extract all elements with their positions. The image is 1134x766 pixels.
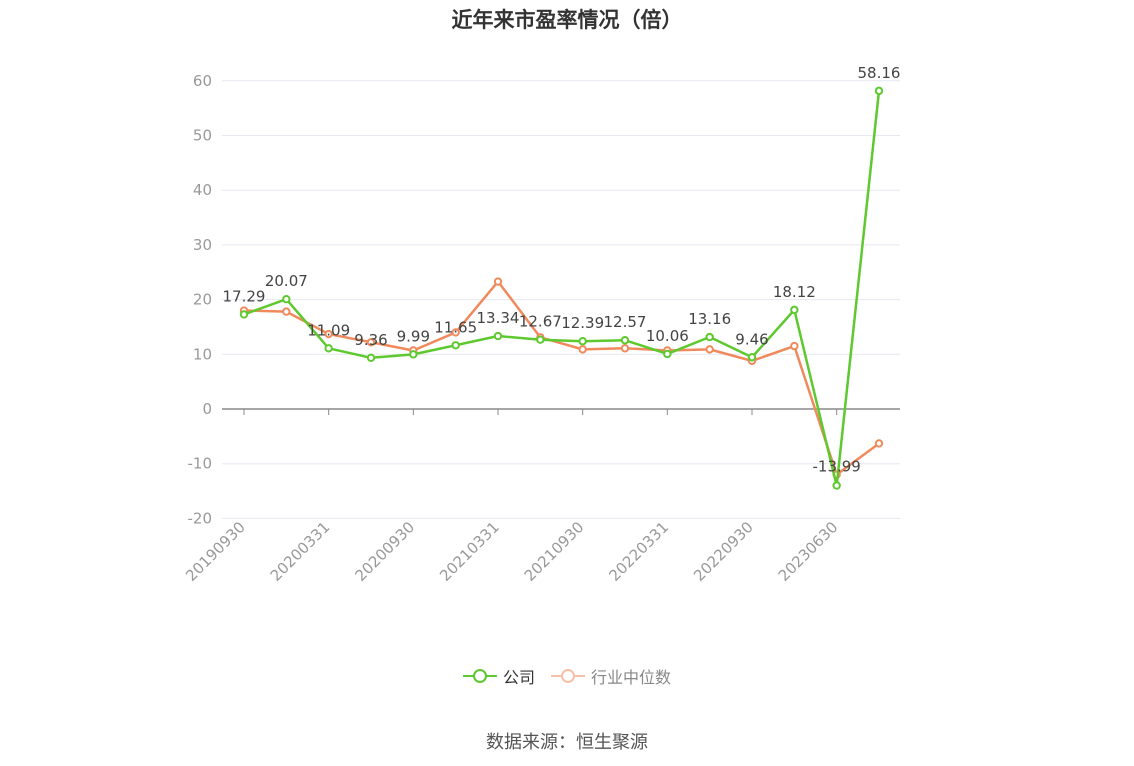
company-data-label: 10.06: [646, 327, 689, 345]
legend-item-company[interactable]: 公司: [462, 664, 535, 688]
x-tick-label: 20230630: [775, 518, 842, 585]
company-point: [620, 336, 630, 345]
company-data-label: 11.09: [307, 321, 350, 339]
industry-median-point: [324, 329, 333, 339]
company-point: [324, 344, 333, 353]
company-point: [451, 341, 460, 350]
company-point: [705, 332, 714, 342]
company-data-label: 18.12: [773, 283, 816, 301]
y-tick-label: 20: [193, 291, 212, 309]
series-layer: [239, 86, 884, 490]
legend-industry-line-icon: [551, 666, 585, 686]
industry-median-point: [874, 439, 884, 448]
grid-lines: [222, 80, 900, 519]
company-data-label: 12.57: [604, 313, 647, 331]
company-data-label: 13.16: [688, 310, 731, 328]
company-data-label: 9.36: [354, 331, 387, 349]
company-point: [832, 481, 841, 490]
company-point: [282, 295, 291, 304]
x-tick-label: 20190930: [182, 518, 249, 585]
y-tick-label: 60: [193, 72, 212, 90]
y-tick-label: 10: [193, 345, 212, 363]
company-data-label: -13.99: [812, 458, 860, 476]
company-data-label: 12.39: [561, 314, 604, 332]
company-data-label: 9.46: [735, 330, 768, 348]
company-data-label: 9.99: [397, 327, 430, 345]
company-point: [874, 86, 884, 96]
y-tick-label: -20: [188, 509, 213, 527]
x-tick-label: 20210331: [436, 518, 503, 585]
company-data-label: 58.16: [858, 64, 901, 82]
y-tick-label: 0: [202, 400, 212, 418]
data-source-note: 数据来源：恒生聚源: [486, 732, 648, 753]
industry-median-point: [790, 341, 799, 351]
legend: 公司 行业中位数: [0, 664, 1134, 688]
legend-company-label: 公司: [502, 668, 535, 687]
industry-median-point: [705, 345, 714, 354]
legend-company-line-icon: [462, 666, 497, 686]
company-point: [239, 310, 249, 319]
company-data-label: 20.07: [265, 272, 308, 290]
company-point: [536, 335, 545, 344]
company-point: [366, 353, 376, 363]
company-point: [578, 337, 587, 346]
company-data-label: 13.34: [477, 309, 520, 327]
series-line-industry-median: [243, 280, 880, 476]
company-point: [493, 331, 503, 341]
industry-median-point: [578, 345, 587, 354]
company-data-label: 12.67: [519, 313, 562, 331]
y-tick-label: 40: [193, 181, 212, 199]
x-tick-label: 20220930: [690, 518, 757, 585]
x-tick-label: 20210930: [521, 518, 588, 585]
industry-median-point: [366, 338, 376, 347]
industry-median-point: [282, 307, 291, 316]
y-tick-label: -10: [188, 455, 213, 473]
x-tick-label: 20200930: [351, 518, 418, 585]
company-point: [663, 349, 672, 359]
company-data-label: 11.65: [434, 318, 477, 336]
x-tick-label: 20220331: [605, 518, 672, 585]
industry-median-point: [493, 277, 503, 286]
industry-median-point: [451, 328, 460, 337]
legend-industry-label: 行业中位数: [591, 668, 672, 687]
legend-item-industry-median[interactable]: 行业中位数: [551, 664, 671, 688]
company-point: [790, 305, 799, 315]
x-tick-label: 20200331: [267, 518, 334, 585]
industry-median-point: [620, 344, 630, 353]
y-tick-label: 30: [193, 236, 212, 254]
chart-title: 近年来市盈率情况（倍）: [451, 8, 683, 32]
company-point: [409, 350, 418, 359]
company-data-label: 17.29: [223, 287, 266, 305]
y-tick-label: 50: [193, 127, 212, 145]
company-point: [747, 353, 757, 362]
series-line-company: [243, 90, 881, 487]
